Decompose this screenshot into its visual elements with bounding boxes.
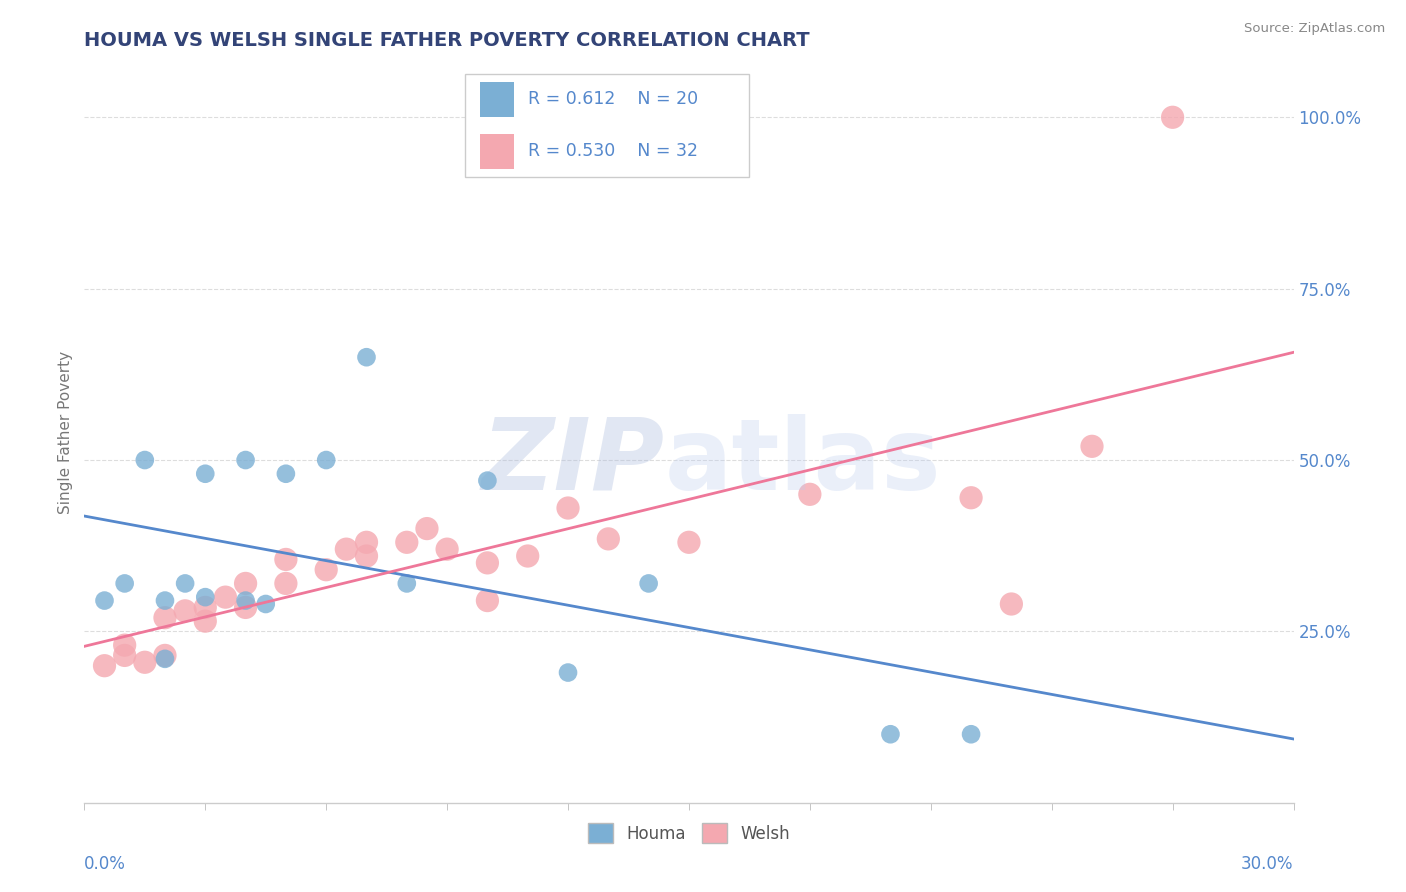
Point (274, 467, 297, 481)
Point (960, 491, 983, 505)
Point (557, 501, 579, 516)
Point (93, 658, 115, 673)
Y-axis label: Single Father Poverty: Single Father Poverty (58, 351, 73, 514)
Point (174, 604, 197, 618)
Point (1161, 110, 1184, 124)
Point (194, 600, 217, 615)
Text: atlas: atlas (665, 414, 942, 511)
Text: R = 0.530    N = 32: R = 0.530 N = 32 (529, 143, 699, 161)
Point (477, 474, 499, 488)
FancyBboxPatch shape (465, 73, 749, 178)
Point (235, 600, 257, 615)
Point (194, 467, 217, 481)
Point (598, 532, 620, 546)
Text: ZIP: ZIP (482, 414, 665, 511)
Point (114, 638, 136, 652)
Point (356, 350, 378, 364)
Point (194, 614, 217, 628)
Point (436, 542, 458, 557)
Point (114, 648, 136, 663)
Point (335, 542, 357, 557)
Point (799, 487, 821, 501)
Point (516, 549, 538, 563)
Legend: Houma, Welsh: Houma, Welsh (581, 816, 797, 850)
Point (153, 648, 176, 663)
Point (235, 576, 257, 591)
Text: R = 0.612    N = 20: R = 0.612 N = 20 (529, 90, 699, 109)
Point (134, 655, 156, 669)
Point (315, 563, 337, 577)
Point (214, 590, 236, 604)
Point (235, 593, 257, 607)
FancyBboxPatch shape (479, 82, 513, 117)
Point (637, 576, 659, 591)
Point (153, 610, 176, 624)
Point (194, 590, 217, 604)
Point (416, 522, 439, 536)
Text: 0.0%: 0.0% (84, 855, 127, 872)
Point (960, 727, 983, 741)
Point (477, 556, 499, 570)
Point (356, 549, 378, 563)
Text: HOUMA VS WELSH SINGLE FATHER POVERTY CORRELATION CHART: HOUMA VS WELSH SINGLE FATHER POVERTY COR… (84, 30, 810, 50)
Point (114, 576, 136, 591)
Point (93, 593, 115, 607)
Text: 30.0%: 30.0% (1241, 855, 1294, 872)
Point (134, 453, 156, 467)
Point (174, 576, 197, 591)
Point (1081, 439, 1104, 453)
Point (315, 453, 337, 467)
Point (395, 576, 418, 591)
Point (254, 597, 277, 611)
Point (477, 593, 499, 607)
Point (557, 665, 579, 680)
Point (274, 552, 297, 566)
Point (153, 593, 176, 607)
Point (153, 652, 176, 666)
Text: Source: ZipAtlas.com: Source: ZipAtlas.com (1244, 22, 1385, 36)
Point (678, 535, 700, 549)
Point (235, 453, 257, 467)
Point (1000, 597, 1022, 611)
Point (274, 576, 297, 591)
Point (356, 535, 378, 549)
Point (879, 727, 901, 741)
Point (395, 535, 418, 549)
FancyBboxPatch shape (479, 134, 513, 169)
